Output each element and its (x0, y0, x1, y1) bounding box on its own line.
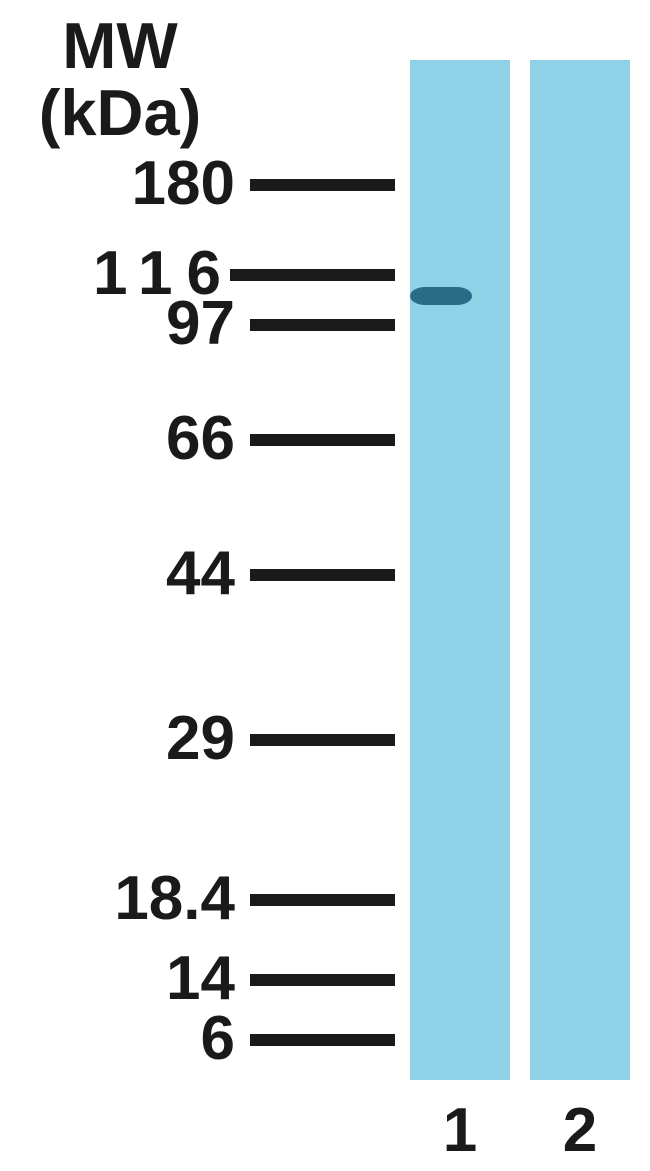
mw-tick-116 (230, 269, 395, 281)
mw-label-66: 66 (166, 403, 235, 474)
western-blot-figure: MW(kDa)121801169766442918.4146 (0, 0, 650, 1171)
mw-tick-14 (250, 974, 395, 986)
lane-1 (410, 60, 510, 1080)
mw-tick-44 (250, 569, 395, 581)
lane-label-2: 2 (563, 1095, 597, 1166)
mw-label-97: 97 (166, 288, 235, 359)
lane-gap (510, 60, 530, 1080)
mw-tick-18-4 (250, 894, 395, 906)
mw-label-6: 6 (201, 1003, 235, 1074)
mw-tick-6 (250, 1034, 395, 1046)
mw-tick-66 (250, 434, 395, 446)
lane-2 (530, 60, 630, 1080)
lane-label-1: 1 (443, 1095, 477, 1166)
mw-label-180: 180 (132, 148, 235, 219)
mw-tick-97 (250, 319, 395, 331)
mw-tick-29 (250, 734, 395, 746)
mw-tick-180 (250, 179, 395, 191)
mw-label-29: 29 (166, 703, 235, 774)
band-lane-1 (410, 287, 472, 305)
mw-label-44: 44 (166, 538, 235, 609)
header-mw: MW (30, 8, 210, 83)
header-kda: (kDa) (0, 75, 240, 150)
mw-label-18-4: 18.4 (114, 863, 235, 934)
